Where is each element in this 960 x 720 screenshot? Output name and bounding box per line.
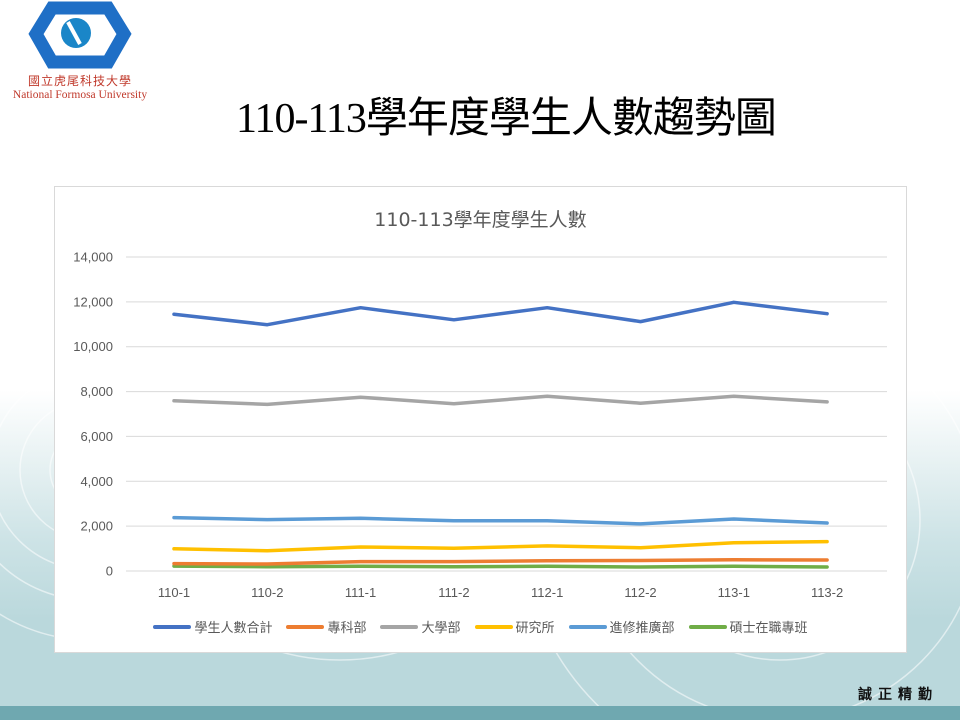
- legend-label: 研究所: [515, 621, 555, 636]
- legend-swatch-icon: [474, 624, 513, 629]
- legend-label: 學生人數合計: [194, 621, 273, 636]
- y-tick-label: 6,000: [80, 429, 113, 444]
- chart-legend: 學生人數合計 專科部 大學部 研究所 進修推廣部 碩士在職專班: [55, 617, 906, 636]
- y-tick-label: 4,000: [80, 474, 113, 489]
- hexagon-logo-icon: [28, 1, 132, 69]
- y-tick-label: 14,000: [73, 250, 113, 265]
- series-line: [172, 515, 829, 526]
- y-axis-ticks: 0 2,000 4,000 6,000 8,000 10,000 12,000 14,000: [73, 250, 113, 579]
- x-tick-label: 111-2: [438, 585, 469, 600]
- legend-swatch-icon: [568, 624, 607, 629]
- footer-band: [0, 706, 960, 720]
- legend-item: 研究所: [474, 617, 555, 636]
- legend-item: 進修推廣部: [568, 617, 675, 636]
- legend-item: 大學部: [380, 617, 461, 636]
- legend-label: 大學部: [421, 621, 461, 636]
- y-tick-label: 12,000: [73, 294, 113, 309]
- legend-item: 學生人數合計: [153, 617, 272, 636]
- university-logo: 國立虎尾科技大學 National Formosa University: [0, 0, 160, 110]
- legend-label: 碩士在職專班: [729, 621, 808, 636]
- legend-swatch-icon: [688, 624, 727, 629]
- y-tick-label: 2,000: [80, 519, 113, 534]
- series-line: [172, 558, 829, 566]
- legend-label: 進修推廣部: [609, 621, 675, 636]
- x-tick-label: 113-1: [718, 585, 750, 600]
- page-title: 110-113學年度學生人數趨勢圖: [236, 96, 777, 142]
- y-tick-label: 10,000: [73, 339, 113, 354]
- motto-text: 誠正精勤: [858, 687, 938, 703]
- legend-swatch-icon: [153, 624, 192, 629]
- chart-title: 110-113學年度學生人數: [374, 209, 587, 231]
- series-lines: [172, 300, 829, 569]
- series-line: [172, 300, 829, 327]
- y-tick-label: 0: [106, 564, 113, 579]
- chart-plot-area: 02,0004,0006,0008,00010,00012,00014,000 …: [73, 250, 887, 600]
- y-tick-label: 8,000: [80, 384, 113, 399]
- x-tick-label: 112-1: [531, 585, 563, 600]
- legend-label: 專科部: [327, 621, 367, 636]
- line-chart: 110-113學年度學生人數 0 2,000 4,000 6,000 8,000 10,0…: [54, 186, 907, 653]
- x-tick-label: 110-1: [158, 585, 190, 600]
- x-tick-label: 112-2: [624, 585, 656, 600]
- university-name-en: National Formosa University: [12, 89, 148, 101]
- x-tick-label: 111-1: [345, 585, 376, 600]
- legend-swatch-icon: [286, 624, 325, 629]
- series-line: [172, 539, 829, 553]
- x-tick-label: 110-2: [251, 585, 283, 600]
- gridlines: [126, 256, 887, 572]
- university-name-cn: 國立虎尾科技大學: [27, 74, 132, 88]
- legend-swatch-icon: [380, 624, 419, 629]
- legend-item: 專科部: [286, 617, 366, 636]
- legend-item: 碩士在職專班: [688, 617, 808, 636]
- x-tick-label: 113-2: [811, 585, 843, 600]
- series-line: [172, 564, 829, 569]
- series-line: [172, 394, 829, 407]
- x-axis-ticks: 110-1 110-2 111-1 111-2 112-1 112-2 113-1 113-2: [158, 585, 843, 600]
